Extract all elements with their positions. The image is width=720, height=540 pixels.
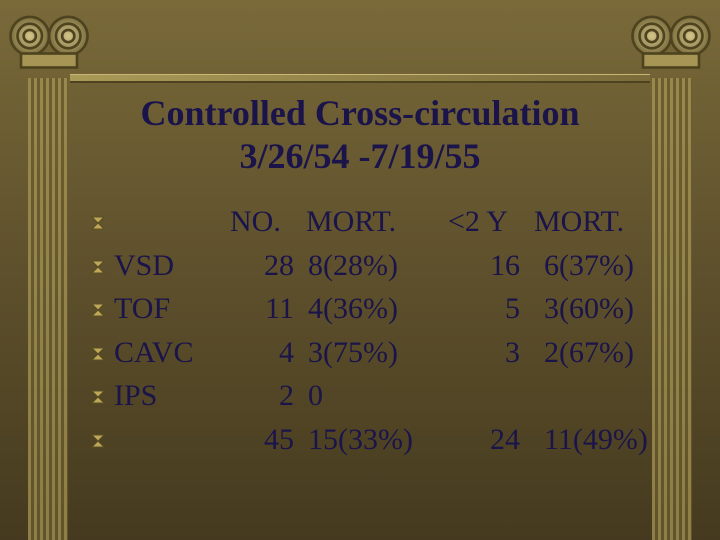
table-row: IPS 2 0	[90, 374, 630, 418]
title-line-1: Controlled Cross-circulation	[141, 93, 580, 133]
cell-lt2y: 3	[440, 331, 526, 375]
col-lt2y: <2 Y	[438, 200, 524, 244]
title-line-2: 3/26/54 -7/19/55	[240, 136, 481, 176]
cell-no: 11	[224, 287, 300, 331]
cell-label: IPS	[114, 374, 224, 418]
slide-title: Controlled Cross-circulation 3/26/54 -7/…	[90, 92, 630, 178]
cell-mort1: 8(28%)	[300, 244, 440, 288]
cell-mort2: 11(49%)	[526, 418, 674, 462]
cell-no: 45	[224, 418, 300, 462]
bullet-icon	[90, 346, 114, 362]
bullet-icon	[90, 433, 114, 449]
table-row: CAVC 4 3(75%) 3 2(67%)	[90, 331, 630, 375]
cell-label: VSD	[114, 244, 224, 288]
bullet-icon	[90, 259, 114, 275]
cell-mort1: 4(36%)	[300, 287, 440, 331]
ornament-capital-right	[626, 8, 716, 78]
bullet-icon	[90, 302, 114, 318]
ornament-pillar-left	[28, 78, 68, 540]
cell-lt2y: 24	[440, 418, 526, 462]
cell-label: TOF	[114, 287, 224, 331]
ornament-capital-left	[4, 8, 94, 78]
cell-mort2: 3(60%)	[526, 287, 674, 331]
cell-mort1: 3(75%)	[300, 331, 440, 375]
cell-lt2y: 16	[440, 244, 526, 288]
bullet-icon	[90, 215, 114, 231]
table-row: TOF 11 4(36%) 5 3(60%)	[90, 287, 630, 331]
cell-no: 2	[224, 374, 300, 418]
cell-no: 28	[224, 244, 300, 288]
cell-mort2: 2(67%)	[526, 331, 674, 375]
cell-mort1: 0	[300, 374, 440, 418]
col-no: NO.	[224, 200, 306, 244]
data-table: NO. MORT. <2 Y MORT. VSD 28 8(28%) 16 6(…	[90, 200, 630, 461]
table-row: VSD 28 8(28%) 16 6(37%)	[90, 244, 630, 288]
col-mort1: MORT.	[306, 200, 438, 244]
cell-no: 4	[224, 331, 300, 375]
cell-lt2y: 5	[440, 287, 526, 331]
ornament-top-rule	[70, 74, 650, 83]
table-totals-row: 45 15(33%) 24 11(49%)	[90, 418, 630, 462]
table-header-row: NO. MORT. <2 Y MORT.	[90, 200, 630, 244]
slide-content: Controlled Cross-circulation 3/26/54 -7/…	[90, 92, 630, 520]
cell-mort2: 6(37%)	[526, 244, 674, 288]
bullet-icon	[90, 389, 114, 405]
cell-mort1: 15(33%)	[300, 418, 440, 462]
col-mort2: MORT.	[524, 200, 664, 244]
cell-label: CAVC	[114, 331, 224, 375]
